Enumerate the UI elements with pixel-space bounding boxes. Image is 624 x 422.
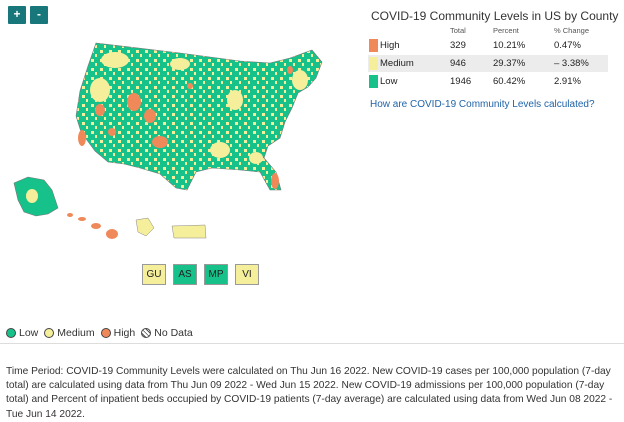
medium-county-clusters [90, 52, 308, 164]
stats-row-high: High 329 10.21% 0.47% [368, 37, 608, 54]
contiguous-us-shape[interactable] [75, 42, 323, 191]
percent-value: 10.21% [493, 40, 526, 51]
high-county-clusters [78, 66, 293, 189]
change-value: 2.91% [554, 76, 581, 87]
territory-gu-button[interactable]: GU [142, 264, 166, 285]
medium-swatch [369, 57, 378, 70]
legend-nodata[interactable]: No Data [141, 327, 193, 339]
legend-nodata-label: No Data [154, 327, 193, 339]
total-value: 329 [450, 40, 466, 51]
hatched-dot-icon [141, 328, 152, 338]
legend-low[interactable]: Low [6, 327, 38, 339]
calculation-info-link[interactable]: How are COVID-19 Community Levels calcul… [370, 99, 595, 110]
low-dot-icon [6, 328, 16, 338]
change-value: 0.47% [554, 40, 581, 51]
change-value: – 3.38% [554, 58, 589, 69]
zoom-out-button[interactable]: - [30, 6, 48, 24]
level-label: Medium [380, 58, 414, 69]
low-swatch [369, 75, 378, 88]
puerto-rico-shape[interactable] [171, 224, 207, 239]
percent-value: 60.42% [493, 76, 526, 87]
stats-row-low: Low 1946 60.42% 2.91% [368, 73, 608, 90]
us-county-map[interactable] [0, 40, 350, 250]
stats-title: COVID-19 Community Levels in US by Count… [371, 9, 619, 23]
section-divider [0, 343, 624, 344]
guam-shape[interactable] [135, 217, 155, 237]
percent-value: 29.37% [493, 58, 526, 69]
territory-buttons: GU AS MP VI [142, 264, 259, 285]
change-header: % Change [554, 26, 590, 35]
legend-low-label: Low [19, 327, 39, 339]
map-legend: Low Medium High No Data [6, 327, 199, 339]
territory-as-button[interactable]: AS [173, 264, 197, 285]
medium-dot-icon [44, 328, 55, 338]
territory-vi-button[interactable]: VI [235, 264, 259, 285]
stats-row-medium: Medium 946 29.37% – 3.38% [368, 55, 608, 72]
high-dot-icon [100, 328, 111, 338]
legend-medium[interactable]: Medium [44, 327, 95, 339]
total-value: 1946 [450, 76, 472, 87]
percent-header: Percent [493, 26, 519, 35]
high-swatch [369, 39, 378, 52]
zoom-in-button[interactable]: + [8, 6, 26, 24]
total-header: Total [450, 26, 466, 35]
territory-mp-button[interactable]: MP [204, 264, 228, 285]
legend-high[interactable]: High [100, 327, 136, 339]
hawaii-shape[interactable] [67, 213, 118, 239]
legend-medium-label: Medium [57, 327, 95, 339]
total-value: 946 [450, 58, 466, 69]
level-label: High [380, 40, 400, 51]
time-period-note: Time Period: COVID-19 Community Levels w… [6, 366, 613, 420]
legend-high-label: High [113, 327, 136, 339]
level-label: Low [380, 76, 398, 87]
